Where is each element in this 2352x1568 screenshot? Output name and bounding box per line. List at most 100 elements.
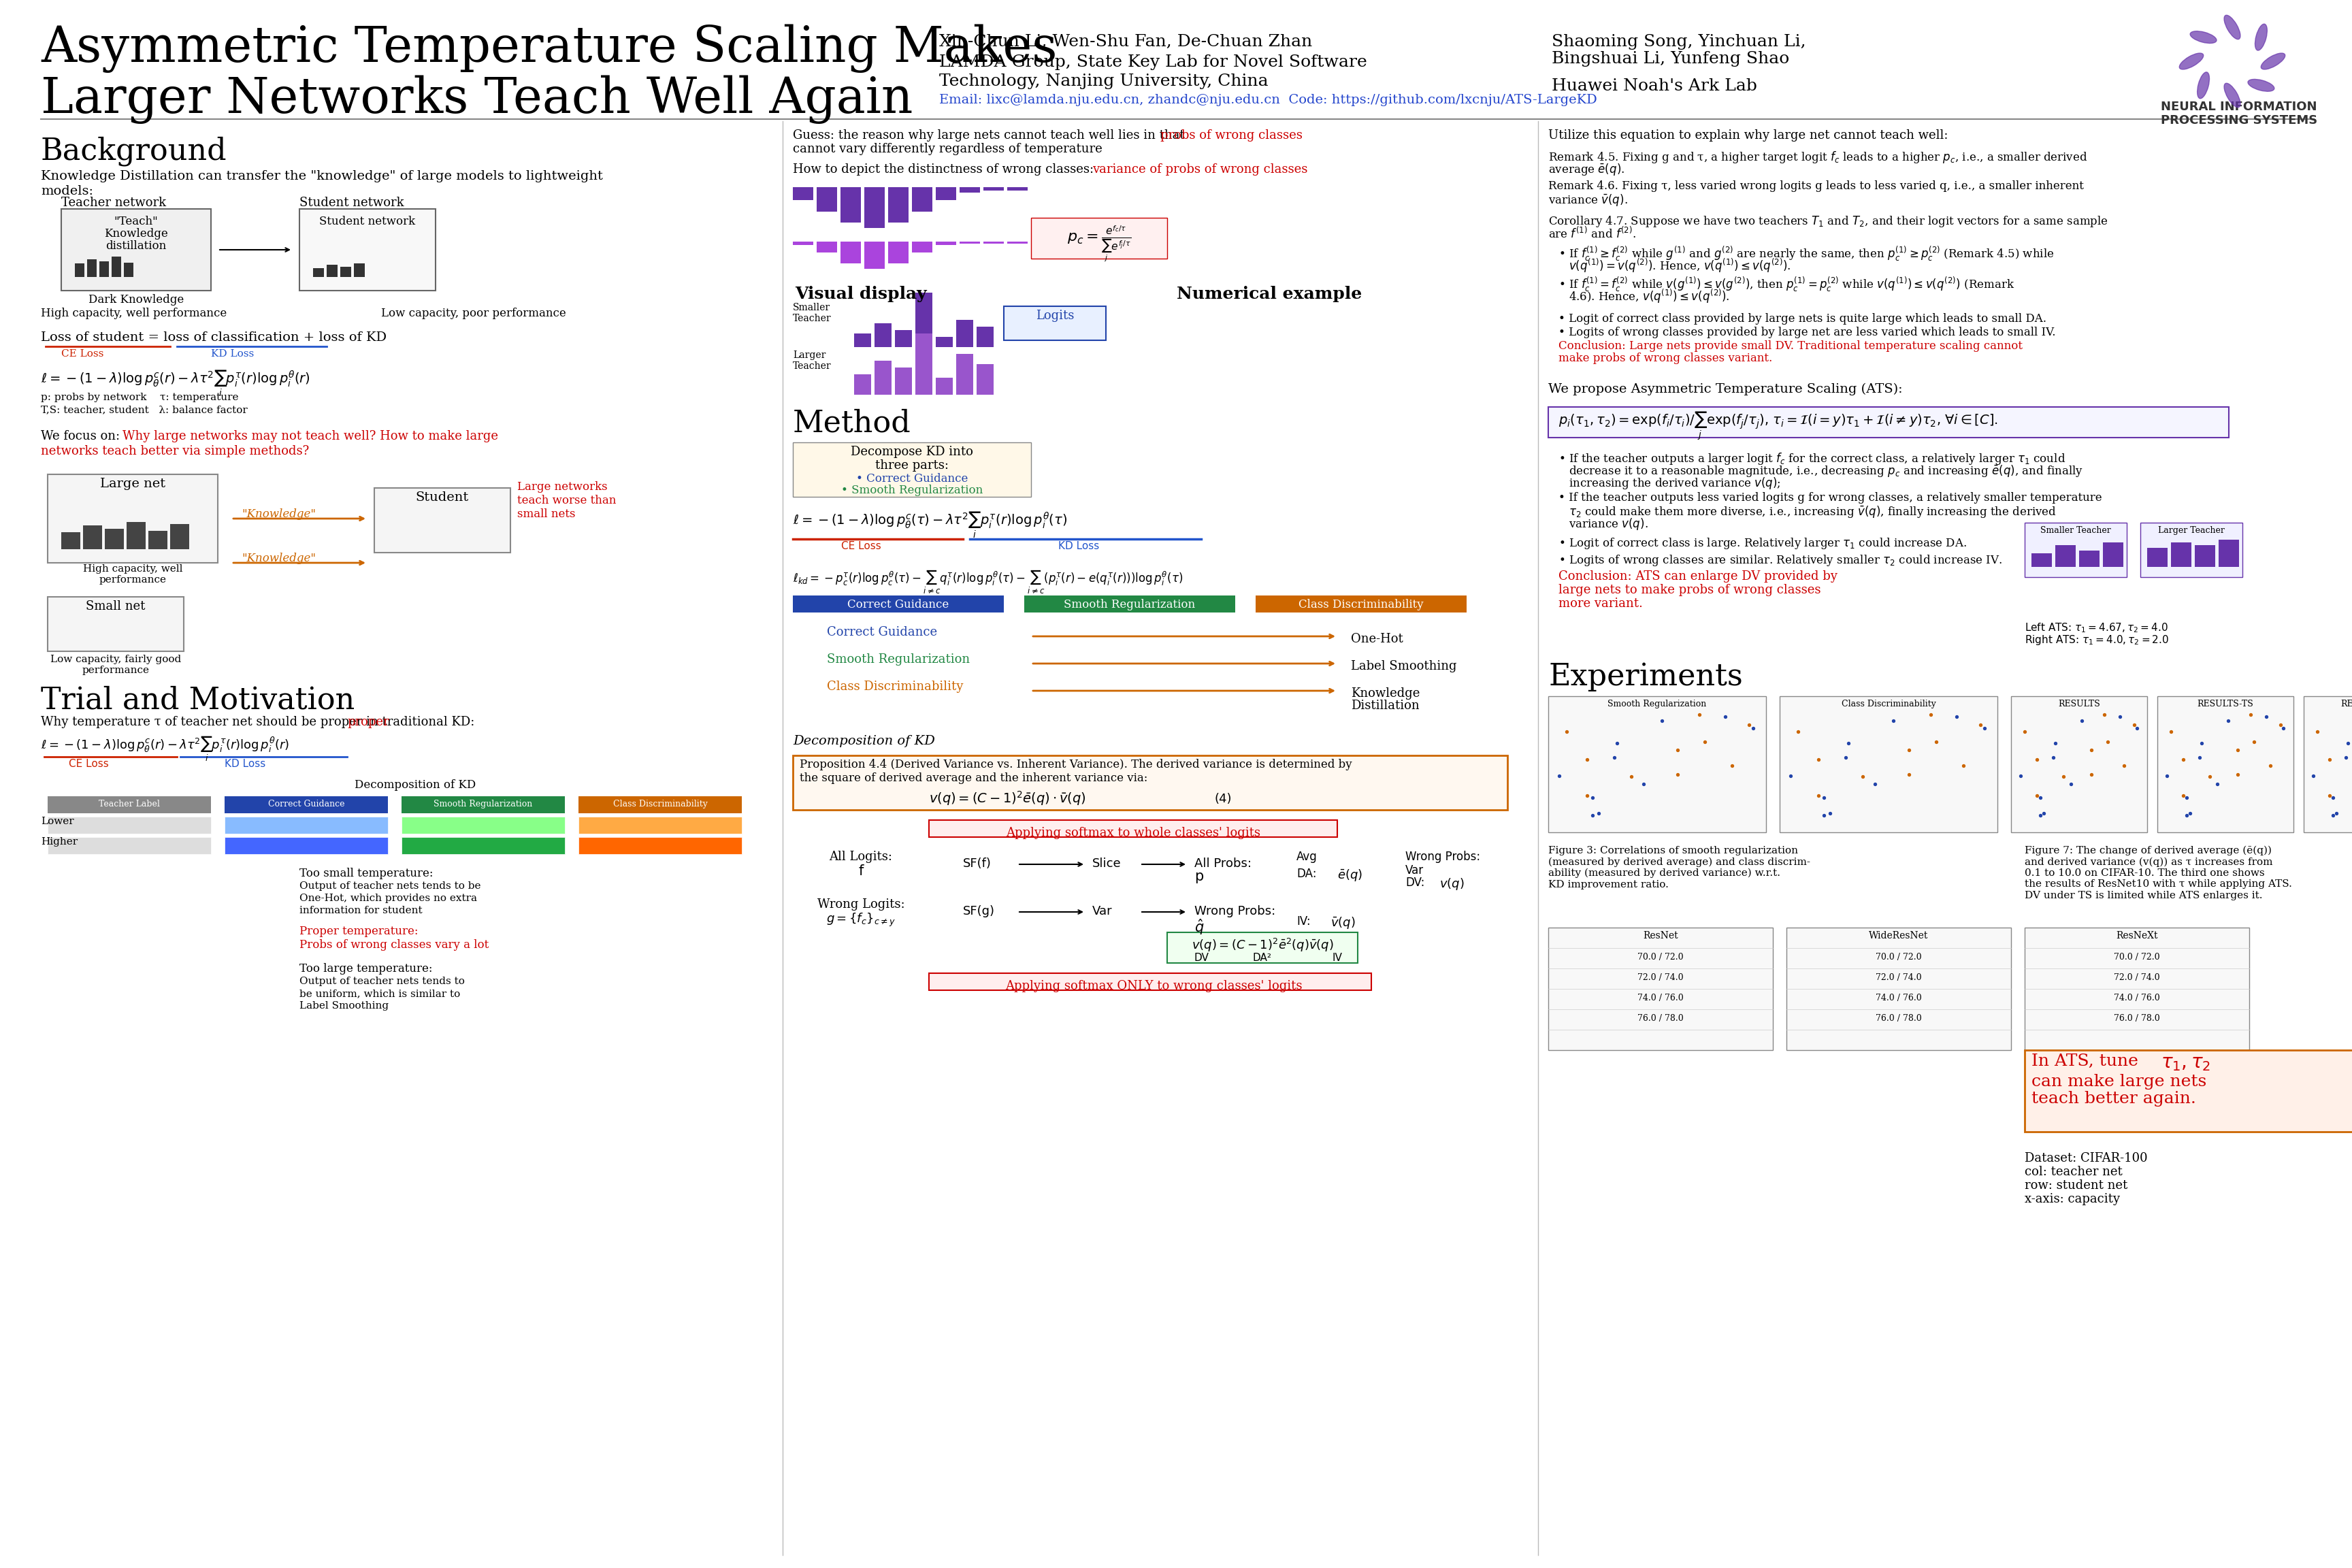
Point [2152, 720, 2190, 745]
Text: We propose Asymmetric Temperature Scaling (ATS):: We propose Asymmetric Temperature Scalin… [1548, 383, 1903, 395]
Text: 74.0 / 76.0: 74.0 / 76.0 [1637, 994, 1684, 1002]
Point [1828, 745, 1865, 770]
Text: Var: Var [1406, 864, 1423, 877]
Bar [983, 187, 1004, 191]
Bar [2032, 554, 2051, 568]
Bar [875, 361, 891, 395]
Point [1731, 712, 1769, 737]
Text: $\ell = -(1-\lambda)\log p_\theta^c(\tau) - \lambda\tau^2 \sum_i p_i^\tau(r)\log: $\ell = -(1-\lambda)\log p_\theta^c(\tau… [793, 511, 1068, 539]
Text: variance of probs of wrong classes: variance of probs of wrong classes [1091, 163, 1308, 176]
Bar [793, 756, 1508, 809]
Text: Left ATS: $\tau_1=4.67, \tau_2=4.0$: Left ATS: $\tau_1=4.67, \tau_2=4.0$ [2025, 621, 2169, 633]
Bar [1030, 218, 1167, 259]
Point [1962, 712, 1999, 737]
Point [1613, 764, 1651, 789]
Text: Slice: Slice [1091, 858, 1122, 870]
Bar [863, 187, 884, 227]
Text: 76.0 / 78.0: 76.0 / 78.0 [1875, 1014, 1922, 1022]
Text: Student network: Student network [299, 196, 405, 209]
Bar [1256, 596, 1468, 613]
Bar [2103, 543, 2124, 568]
Text: Visual display: Visual display [795, 285, 927, 303]
Text: Trial and Motivation: Trial and Motivation [40, 685, 355, 715]
Text: Logits: Logits [1035, 309, 1075, 321]
Point [1733, 717, 1771, 742]
Text: Background: Background [40, 136, 228, 166]
Bar [840, 241, 861, 263]
Text: Shaoming Song, Yinchuan Li,: Shaoming Song, Yinchuan Li, [1552, 34, 1806, 50]
Text: be uniform, which is similar to: be uniform, which is similar to [299, 989, 461, 999]
Bar [402, 797, 564, 814]
Text: Technology, Nanjing University, China: Technology, Nanjing University, China [938, 74, 1268, 89]
Point [1712, 753, 1750, 778]
Point [1780, 720, 1818, 745]
Text: In ATS, tune: In ATS, tune [2032, 1054, 2138, 1069]
Text: probs of wrong classes: probs of wrong classes [1160, 129, 1303, 141]
Point [2328, 745, 2352, 770]
Text: Distillation: Distillation [1350, 699, 1418, 712]
Bar [341, 267, 350, 278]
Text: cannot vary differently regardless of temperature: cannot vary differently regardless of te… [793, 143, 1103, 155]
Bar [913, 241, 931, 252]
Text: Applying softmax ONLY to wrong classes' logits: Applying softmax ONLY to wrong classes' … [1004, 980, 1303, 993]
Bar [793, 442, 1030, 497]
Text: Bingshuai Li, Yunfeng Shao: Bingshuai Li, Yunfeng Shao [1552, 52, 1790, 67]
Text: Larger
Teacher: Larger Teacher [793, 351, 830, 372]
Text: KD Loss: KD Loss [1058, 541, 1098, 552]
Point [1573, 786, 1611, 811]
Text: KD Loss: KD Loss [223, 759, 266, 768]
Text: Experiments: Experiments [1548, 662, 1743, 691]
Text: are $f^{(1)}$ and $f^{(2)}$.: are $f^{(1)}$ and $f^{(2)}$. [1548, 227, 1637, 241]
Point [1938, 704, 1976, 729]
Text: 72.0 / 74.0: 72.0 / 74.0 [2114, 974, 2159, 982]
Bar [125, 263, 134, 278]
Text: p: p [1195, 870, 1204, 883]
Bar [854, 375, 870, 395]
Ellipse shape [2180, 53, 2204, 69]
Point [2164, 782, 2201, 808]
Text: Remark 4.5. Fixing g and τ, a higher target logit $f_c$ leads to a higher $p_c$,: Remark 4.5. Fixing g and τ, a higher tar… [1548, 149, 2089, 165]
Text: ResNeXt: ResNeXt [2117, 931, 2157, 941]
Text: Class Discriminability: Class Discriminability [614, 800, 708, 809]
Text: Larger Networks Teach Well Again: Larger Networks Teach Well Again [40, 75, 913, 124]
Bar [1007, 241, 1028, 243]
Text: information for student: information for student [299, 906, 423, 916]
Text: High capacity, well
performance: High capacity, well performance [82, 564, 183, 585]
Bar [127, 522, 146, 549]
Text: Correct Guidance: Correct Guidance [828, 626, 936, 638]
Text: Too large temperature:: Too large temperature: [299, 963, 433, 975]
Text: $p_i(\tau_1, \tau_2) = \exp(f_i/\tau_i) / \sum_j \exp(f_j/\tau_j)$, $\tau_i = \m: $p_i(\tau_1, \tau_2) = \exp(f_i/\tau_i) … [1559, 411, 1997, 442]
Text: small nets: small nets [517, 508, 576, 521]
Text: Huawei Noah's Ark Lab: Huawei Noah's Ark Lab [1552, 78, 1757, 94]
Point [1705, 704, 1743, 729]
Point [2310, 746, 2347, 771]
Point [2025, 801, 2063, 826]
Bar [2303, 696, 2352, 833]
Text: the square of derived average and the inherent variance via:: the square of derived average and the in… [800, 773, 1148, 784]
Text: Utilize this equation to explain why large net cannot teach well:: Utilize this equation to explain why lar… [1548, 129, 1947, 141]
Bar [960, 241, 981, 243]
Bar [1788, 928, 2011, 1051]
Text: Decomposition of KD: Decomposition of KD [793, 735, 936, 748]
Point [2180, 745, 2218, 770]
Bar [2157, 696, 2293, 833]
Point [2192, 764, 2230, 789]
Text: x-axis: capacity: x-axis: capacity [2025, 1193, 2119, 1206]
Point [1945, 753, 1983, 778]
Point [1811, 801, 1849, 826]
Bar [223, 817, 388, 834]
Text: CE Loss: CE Loss [842, 541, 882, 552]
Ellipse shape [2260, 53, 2286, 69]
Text: Lower: Lower [40, 817, 73, 826]
Text: Loss of student = loss of classification + loss of KD: Loss of student = loss of classification… [40, 331, 386, 343]
Text: • If $f_c^{(1)} \geq f_c^{(2)}$ while $g^{(1)}$ and $g^{(2)}$ are nearly the sam: • If $f_c^{(1)} \geq f_c^{(2)}$ while $g… [1559, 245, 2053, 263]
Text: Conclusion: Large nets provide small DV. Traditional temperature scaling cannot: Conclusion: Large nets provide small DV.… [1559, 340, 2023, 351]
Text: SF(f): SF(f) [962, 858, 993, 870]
Ellipse shape [2225, 83, 2241, 107]
Bar [840, 187, 861, 223]
Point [2002, 764, 2039, 789]
Text: Knowledge: Knowledge [103, 227, 167, 240]
Point [1830, 731, 1867, 756]
Text: decrease it to a reasonable magnitude, i.e., decreasing $p_c$ and increasing $\b: decrease it to a reasonable magnitude, i… [1569, 464, 2084, 478]
Bar [936, 378, 953, 395]
